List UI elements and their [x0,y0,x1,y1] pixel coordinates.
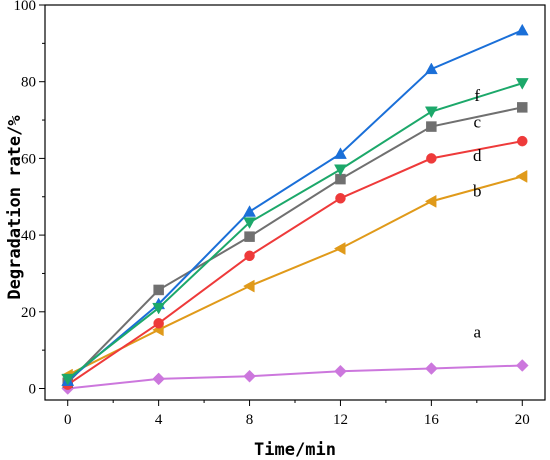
y-tick-label: 0 [29,381,37,397]
x-tick-label: 12 [333,412,348,428]
x-tick-label: 4 [155,412,163,428]
data-point [426,153,437,164]
series-group [61,23,529,395]
data-point [335,193,346,204]
data-point [515,23,529,36]
data-point [424,62,438,75]
x-tick-label: 0 [64,412,72,428]
data-point [426,121,437,132]
x-tick-label: 8 [246,412,254,428]
y-tick-label: 80 [21,75,36,91]
data-point [517,102,528,113]
data-point [243,205,256,217]
data-point [61,373,75,386]
series-label-f: f [474,86,480,105]
data-point [334,147,347,159]
data-point [152,302,166,315]
series-label-c: c [473,112,481,131]
data-point [152,372,165,386]
data-point [333,242,346,255]
series-f [61,78,529,386]
series-line-a [67,364,523,390]
data-point [515,78,529,90]
series-line-d [67,140,523,386]
axes [44,4,546,401]
series-labels: abcdef [473,86,482,341]
data-point [243,217,256,229]
y-axis-label: Degradation rate/% [5,115,25,300]
series-e [61,23,529,386]
data-point [334,364,347,378]
series-label-b: b [473,181,482,200]
data-point [244,250,255,262]
y-tick-label: 40 [21,228,36,244]
data-point [424,106,438,119]
series-b [61,169,528,382]
series-line-f [67,82,523,380]
data-point [244,231,255,242]
series-line-e [67,29,523,382]
series-a [61,359,529,395]
series-c [62,102,528,388]
y-tick-label: 20 [21,305,36,321]
data-point [243,369,256,383]
data-point [424,194,437,208]
y-tick-label: 60 [21,151,36,167]
series-label-d: d [473,146,482,165]
data-point [243,279,255,293]
data-point [515,169,528,183]
data-point [515,359,529,372]
plot-frame [44,4,546,401]
y-tick-label: 100 [14,0,37,14]
x-axis-label: Time/min [254,440,336,460]
y-ticks: 0 20 40 60 80 100 [14,0,45,397]
series-line-c [67,106,523,384]
series-line-b [67,175,523,376]
data-point [334,164,347,177]
data-point [153,284,164,296]
x-ticks: 0 4 8 12 16 20 [64,400,530,428]
x-tick-label: 16 [424,412,440,428]
data-point [425,362,438,375]
data-point [153,318,164,329]
data-point [517,135,528,147]
series-label-a: a [473,322,481,341]
series-d [62,135,528,390]
x-tick-label: 20 [515,412,530,428]
